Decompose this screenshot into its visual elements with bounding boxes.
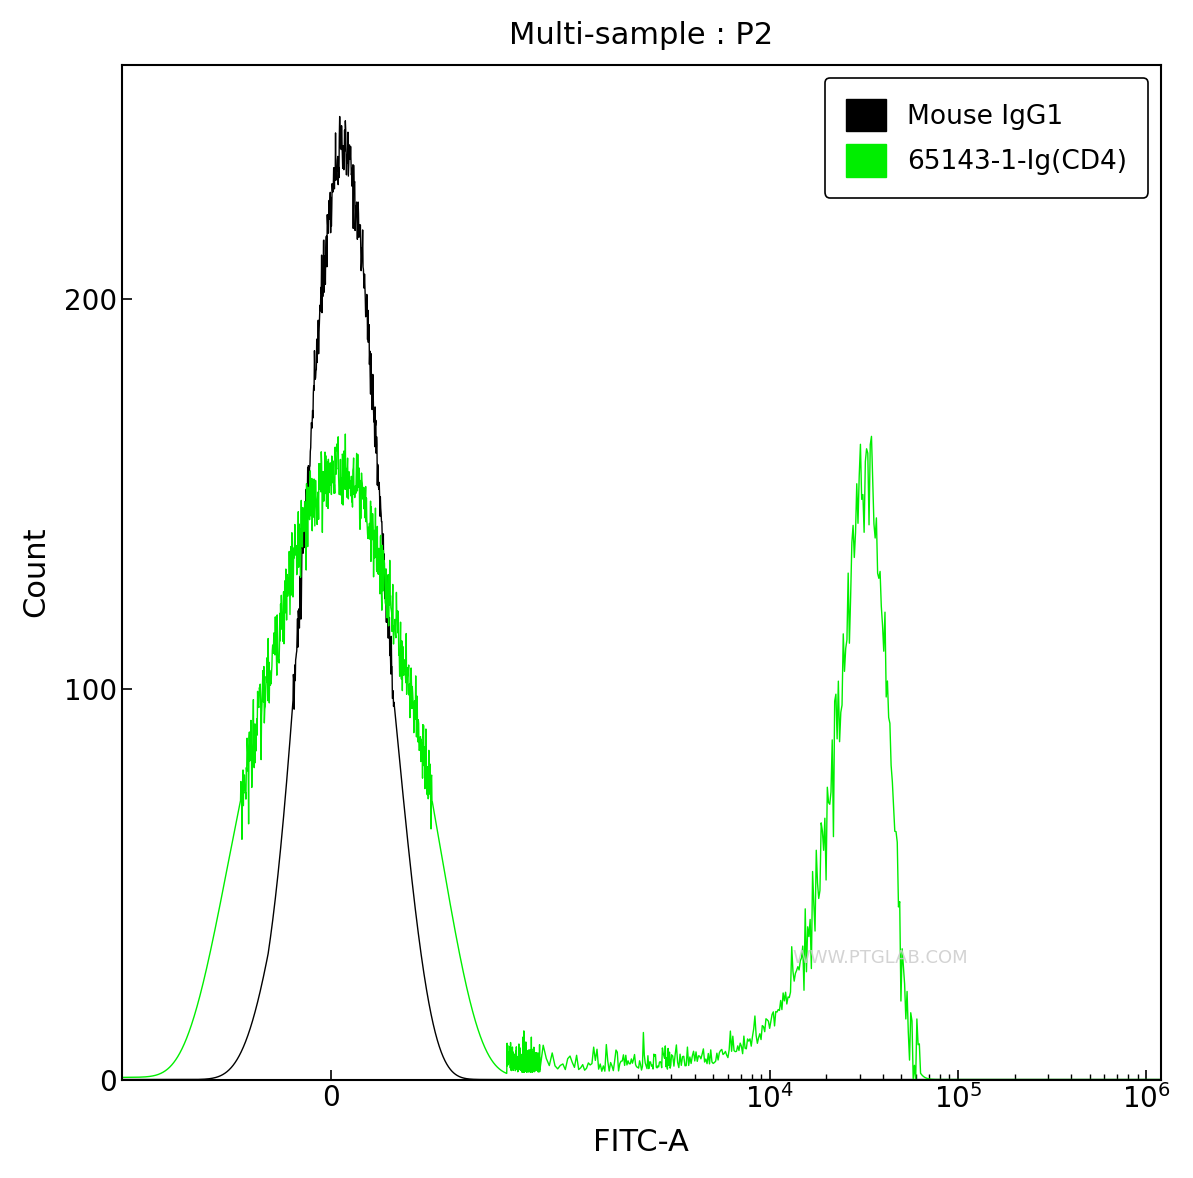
X-axis label: FITC-A: FITC-A xyxy=(593,1129,690,1157)
Mouse IgG1 xyxy=(171,1072,185,1086)
Y-axis label: Count: Count xyxy=(20,527,50,617)
Line: Mouse IgG1: Mouse IgG1 xyxy=(122,117,1161,1079)
Line: 65143-1-Ig(CD4): 65143-1-Ig(CD4) xyxy=(122,434,1161,1079)
65143-1-Ig(CD4) xyxy=(149,1068,163,1083)
Mouse IgG1 xyxy=(149,1072,163,1086)
65143-1-Ig(CD4) xyxy=(905,1072,920,1086)
Mouse IgG1 xyxy=(478,1072,493,1086)
65143-1-Ig(CD4) xyxy=(338,426,352,441)
Mouse IgG1 xyxy=(172,1072,186,1086)
65143-1-Ig(CD4) xyxy=(172,1046,186,1060)
Legend: Mouse IgG1, 65143-1-Ig(CD4): Mouse IgG1, 65143-1-Ig(CD4) xyxy=(824,78,1148,198)
Mouse IgG1 xyxy=(115,1072,129,1086)
65143-1-Ig(CD4) xyxy=(1154,1072,1168,1086)
65143-1-Ig(CD4) xyxy=(234,794,248,808)
65143-1-Ig(CD4) xyxy=(153,1066,167,1080)
Title: Multi-sample : P2: Multi-sample : P2 xyxy=(509,21,773,49)
Mouse IgG1 xyxy=(1154,1072,1168,1086)
Mouse IgG1 xyxy=(644,1072,659,1086)
65143-1-Ig(CD4) xyxy=(171,1048,185,1063)
65143-1-Ig(CD4) xyxy=(115,1071,129,1085)
Mouse IgG1 xyxy=(153,1072,167,1086)
Mouse IgG1 xyxy=(333,110,347,124)
Mouse IgG1 xyxy=(234,1046,248,1060)
65143-1-Ig(CD4) xyxy=(478,1041,493,1055)
Text: WWW.PTGLAB.COM: WWW.PTGLAB.COM xyxy=(792,948,969,967)
